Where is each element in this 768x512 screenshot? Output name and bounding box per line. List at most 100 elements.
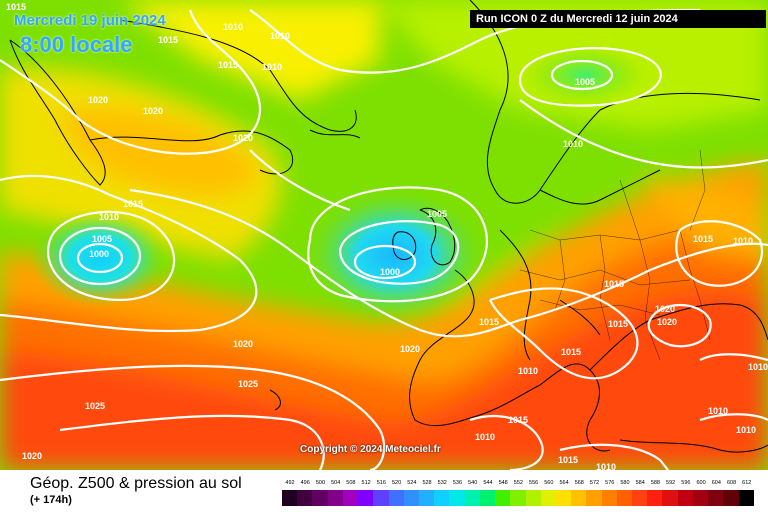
isobar-label: 1015: [479, 317, 499, 327]
color-scale-swatch: [616, 490, 633, 506]
color-scale-swatches: [282, 490, 754, 506]
isobar-label: 1015: [558, 455, 578, 465]
color-scale-swatch: [525, 490, 541, 506]
isobar-label: 1020: [143, 106, 163, 116]
color-scale-label: 564: [559, 480, 569, 486]
isobar-label: 1015: [218, 60, 238, 70]
color-scale-swatch: [692, 490, 709, 506]
color-scale-swatch: [449, 490, 465, 506]
color-scale-label: 524: [407, 480, 417, 486]
color-scale-label: 572: [589, 480, 600, 486]
color-scale-swatch: [312, 490, 328, 506]
lead-time: (+ 174h): [30, 494, 72, 506]
color-scale-swatch: [662, 490, 678, 506]
isobar-label: 1010: [262, 62, 282, 72]
geopotential-field: [0, 0, 768, 470]
color-scale-label: 552: [513, 480, 523, 486]
isobar-label: 1015: [693, 234, 713, 244]
color-scale-label: 520: [391, 480, 402, 486]
model-run-label: Run ICON 0 Z du Mercredi 12 juin 2024: [470, 10, 766, 28]
isobar-label: 1010: [270, 31, 290, 41]
color-scale-labels: 492 496 500 504 508 512 516 520 524 528 532 536 540 5…: [282, 480, 754, 490]
isobar-label: 1010: [748, 362, 768, 372]
color-scale-swatch: [282, 490, 298, 506]
color-scale-swatch: [555, 490, 572, 506]
isobar-label: 1015: [561, 347, 581, 357]
isobar-label: 1020: [655, 304, 675, 314]
isobar-label: 1010: [99, 212, 119, 222]
isobar-label: 1000: [380, 267, 400, 277]
isobar-labels: 1015 1015 1010 1010 1015 1010 1020 1020 …: [6, 2, 768, 470]
color-scale-label: 536: [452, 480, 463, 486]
color-scale-label: 544: [483, 480, 493, 486]
isobar-label: 1005: [92, 234, 112, 244]
isobar-label: 1020: [233, 133, 253, 143]
isobar-label: 1005: [427, 209, 447, 219]
copyright-text: Copyright © 2024 Meteociel.fr: [300, 444, 441, 455]
color-scale-label: 604: [711, 480, 721, 486]
color-scale-label: 492: [285, 480, 295, 486]
color-scale-swatch: [647, 490, 663, 506]
isobar-label: 1005: [575, 77, 595, 87]
color-scale-label: 608: [726, 480, 737, 486]
isobar-label: 1015: [508, 415, 528, 425]
color-scale-label: 504: [331, 480, 341, 486]
isobar-label: 1015: [158, 35, 178, 45]
isobar-label: 1015: [123, 199, 143, 209]
isobar-label: 1010: [708, 406, 728, 416]
color-scale-swatch: [297, 490, 313, 506]
color-scale-label: 516: [376, 480, 386, 486]
isobar-label: 1025: [85, 401, 105, 411]
color-scale-label: 584: [635, 480, 645, 486]
isobars: [0, 8, 768, 470]
color-scale-label: 500: [315, 480, 326, 486]
color-scale-swatch: [677, 490, 693, 506]
color-scale-label: 588: [650, 480, 660, 486]
color-scale-label: 528: [422, 480, 432, 486]
color-scale-swatch: [403, 490, 419, 506]
color-scale-label: 496: [300, 480, 310, 486]
isobar-label: 1010: [223, 22, 243, 32]
low-pressure-scandinavia: [525, 45, 645, 105]
color-scale-label: 592: [666, 480, 676, 486]
color-scale-label: 580: [620, 480, 630, 486]
isobar-label: 1020: [400, 344, 420, 354]
color-scale-swatch: [388, 490, 404, 506]
color-scale-swatch: [373, 490, 389, 506]
isobar-label: 1010: [563, 139, 583, 149]
isobar-label: 1015: [604, 279, 624, 289]
isobar-label: 1020: [657, 317, 677, 327]
forecast-map: 1015 1015 1010 1010 1015 1010 1020 1020 …: [0, 0, 768, 470]
color-scale-swatch: [495, 490, 511, 506]
isobar-label: 1020: [88, 95, 108, 105]
forecast-time: 8:00 locale: [20, 32, 133, 57]
color-scale-label: 612: [742, 480, 752, 486]
color-scale-swatch: [479, 490, 496, 506]
isobar-label: 1010: [733, 236, 753, 246]
isobar-label: 1015: [6, 2, 26, 12]
coastlines: [9, 0, 768, 453]
color-scale-swatch: [632, 490, 648, 506]
color-scale-label: 548: [498, 480, 508, 486]
color-scale-swatch: [327, 490, 343, 506]
color-scale-swatch: [738, 490, 754, 506]
isobar-label: 1010: [475, 432, 495, 442]
color-scale-label: 568: [574, 480, 584, 486]
isobar-label: 1000: [89, 249, 109, 259]
color-scale-swatch: [540, 490, 556, 506]
color-scale-swatch: [601, 490, 617, 506]
forecast-date: Mercredi 19 juin 2024: [14, 12, 166, 29]
isobar-label: 1010: [596, 462, 616, 470]
color-scale-swatch: [434, 490, 450, 506]
color-scale-label: 532: [437, 480, 447, 486]
color-scale-swatch: [418, 490, 435, 506]
map-canvas: 1015 1015 1010 1010 1015 1010 1020 1020 …: [0, 0, 768, 470]
color-scale-swatch: [586, 490, 602, 506]
color-scale-label: 560: [544, 480, 554, 486]
color-scale-label: 600: [696, 480, 706, 486]
color-scale-swatch: [571, 490, 587, 506]
isobar-label: 1010: [736, 425, 756, 435]
color-scale: 492 496 500 504 508 512 516 520 524 528 532 536 540 5…: [282, 480, 754, 506]
isobar-label: 1025: [238, 379, 258, 389]
isobar-label: 1010: [518, 366, 538, 376]
